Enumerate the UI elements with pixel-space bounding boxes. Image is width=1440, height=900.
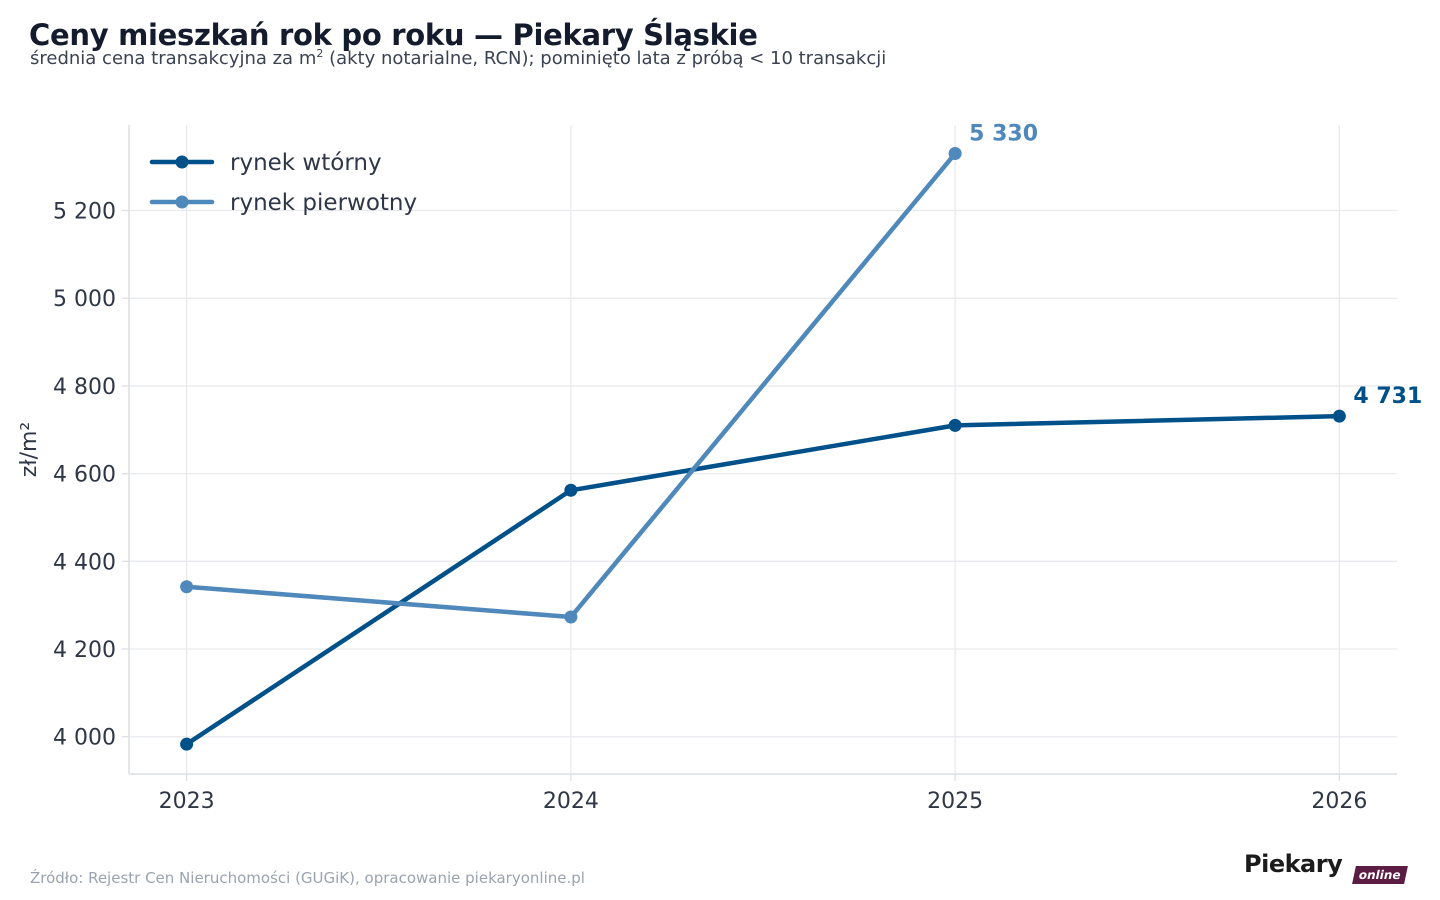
data-series	[180, 147, 1346, 751]
data-point	[948, 418, 962, 432]
end-value-label: 5 330	[969, 122, 1038, 147]
chart-legend: rynek wtórny rynek pierwotny	[149, 150, 417, 216]
x-tick-label: 2023	[159, 789, 215, 814]
data-point	[180, 580, 194, 594]
logo-wordmark: Piekary	[1244, 850, 1343, 878]
tick-labels: 4 000 4 200 4 400 4 600 4 800 5 000 5 200 2023 2…	[17, 200, 1367, 814]
source-note: Źródło: Rejestr Cen Nieruchomości (GUGiK…	[30, 869, 585, 887]
y-tick-label: 5 200	[53, 200, 116, 225]
site-logo[interactable]: Piekary online	[1244, 850, 1414, 890]
x-tick-label: 2025	[927, 789, 983, 814]
data-point	[948, 147, 962, 161]
legend-swatch-marker	[175, 195, 189, 209]
series-line-secondary-market	[184, 413, 1342, 747]
legend-swatch-marker	[175, 155, 189, 169]
data-point	[180, 737, 194, 751]
subtitle-superscript: 2	[316, 47, 324, 60]
data-point	[1332, 409, 1346, 423]
chart-title: Ceny mieszkań rok po roku — Piekary Śląs…	[29, 18, 758, 52]
subtitle-text: średnia cena transakcyjna za m	[30, 48, 317, 69]
chart-axes	[122, 125, 1397, 781]
data-labels: 4 731 5 330	[969, 122, 1422, 410]
data-point	[564, 610, 578, 624]
x-tick-label: 2026	[1311, 789, 1367, 814]
y-tick-label: 4 600	[53, 463, 116, 488]
data-point	[564, 483, 578, 497]
logo-tag: online	[1352, 866, 1408, 884]
legend-label: rynek pierwotny	[230, 190, 417, 216]
subtitle-text-rest: (akty notarialne, RCN); pominięto lata z…	[323, 48, 887, 69]
y-axis-label: zł/m²	[17, 422, 42, 477]
y-tick-label: 4 400	[53, 550, 116, 575]
legend-label: rynek wtórny	[230, 150, 382, 176]
grid-lines	[129, 125, 1397, 774]
y-tick-label: 4 800	[53, 375, 116, 400]
x-tick-label: 2024	[543, 789, 599, 814]
y-tick-label: 5 000	[53, 287, 116, 312]
y-tick-label: 4 000	[53, 726, 116, 751]
end-value-label: 4 731	[1353, 384, 1422, 409]
chart-subtitle: średnia cena transakcyjna za m2 (akty no…	[30, 47, 886, 69]
y-tick-label: 4 200	[53, 638, 116, 663]
